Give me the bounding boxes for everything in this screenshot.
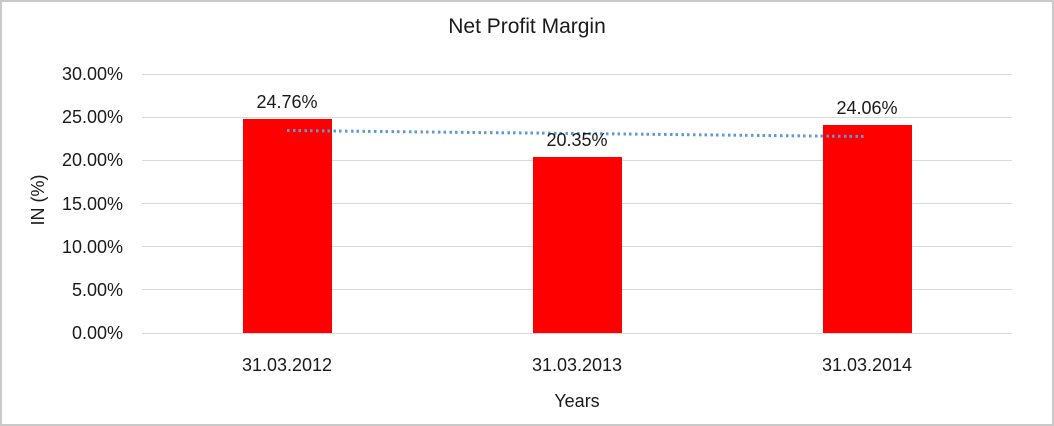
y-tick-label: 15.00% [61,193,123,214]
y-tick-label: 25.00% [61,107,123,128]
x-axis-title: Years [554,391,600,411]
bar-31.03.2014 [822,125,912,333]
gridline [142,116,1012,118]
y-tick-label: 20.00% [61,150,123,171]
bar-31.03.2013 [532,157,622,333]
bar-value-label: 24.76% [256,92,318,113]
plot-area: 24.76% 20.35% 24.06% [142,73,1012,334]
x-tick-label: 31.03.2013 [531,355,623,375]
gridline [142,73,1012,75]
x-tick-label: 31.03.2012 [241,355,333,375]
bar-value-label: 24.06% [836,98,898,119]
y-tick-label: 30.00% [61,64,123,84]
bar-31.03.2012 [242,119,332,333]
chart-title: Net Profit Margin [448,15,606,38]
gridline [142,332,1012,334]
y-tick-label: 10.00% [61,236,123,257]
y-tick-label: 0.00% [71,323,123,343]
bar-value-label: 20.35% [546,130,608,151]
x-tick-label: 31.03.2014 [821,355,913,375]
y-tick-label: 5.00% [71,279,123,300]
